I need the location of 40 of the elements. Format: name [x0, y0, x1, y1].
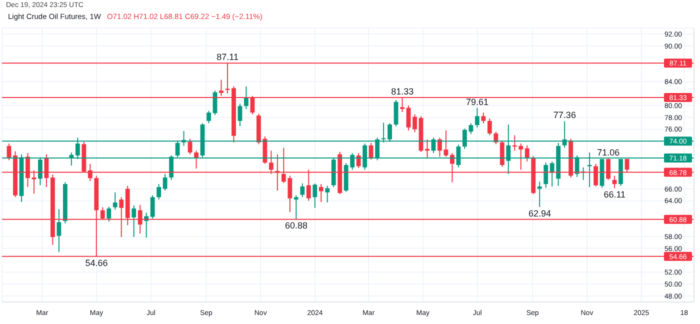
annotation: 77.36: [553, 110, 576, 120]
annotation: 79.61: [466, 96, 489, 107]
candlestick: [312, 182, 318, 208]
annotation: 87.11: [216, 52, 239, 62]
candlestick: [156, 184, 162, 200]
candlestick: [56, 208, 62, 252]
candlestick: [238, 103, 242, 127]
candlestick: [150, 194, 155, 220]
candlestick: [325, 185, 330, 204]
candlestick: [537, 181, 542, 208]
candlestick: [132, 205, 136, 238]
candlestick: [194, 150, 198, 170]
candlestick: [481, 112, 486, 124]
candlestick: [494, 131, 498, 145]
candlestick: [244, 86, 248, 110]
candlestick: [368, 142, 374, 160]
candlestick: [206, 110, 211, 124]
annotation: 60.88: [285, 220, 308, 231]
candlestick: [406, 104, 411, 131]
annotation: 71.06: [597, 148, 620, 158]
candlestick: [300, 182, 305, 198]
annotation: 81.33: [391, 86, 414, 97]
candlestick: [524, 144, 530, 162]
annotation: 62.94: [528, 208, 551, 218]
candlestick: [412, 114, 417, 133]
candlestick: [487, 118, 492, 136]
candlestick: [438, 137, 442, 158]
candlestick: [318, 184, 324, 202]
candlestick: [106, 206, 112, 222]
candlestick: [112, 192, 118, 210]
candlestick: [394, 100, 398, 127]
candlestick: [544, 162, 548, 188]
candlestick: [162, 173, 168, 192]
annotation: 66.11: [604, 190, 626, 200]
candlestick: [444, 130, 448, 158]
annotation: 54.66: [85, 258, 108, 268]
candlestick: [294, 194, 298, 220]
candlestick: [356, 152, 361, 168]
candlestick: [500, 140, 504, 168]
candlestick: [474, 107, 480, 128]
